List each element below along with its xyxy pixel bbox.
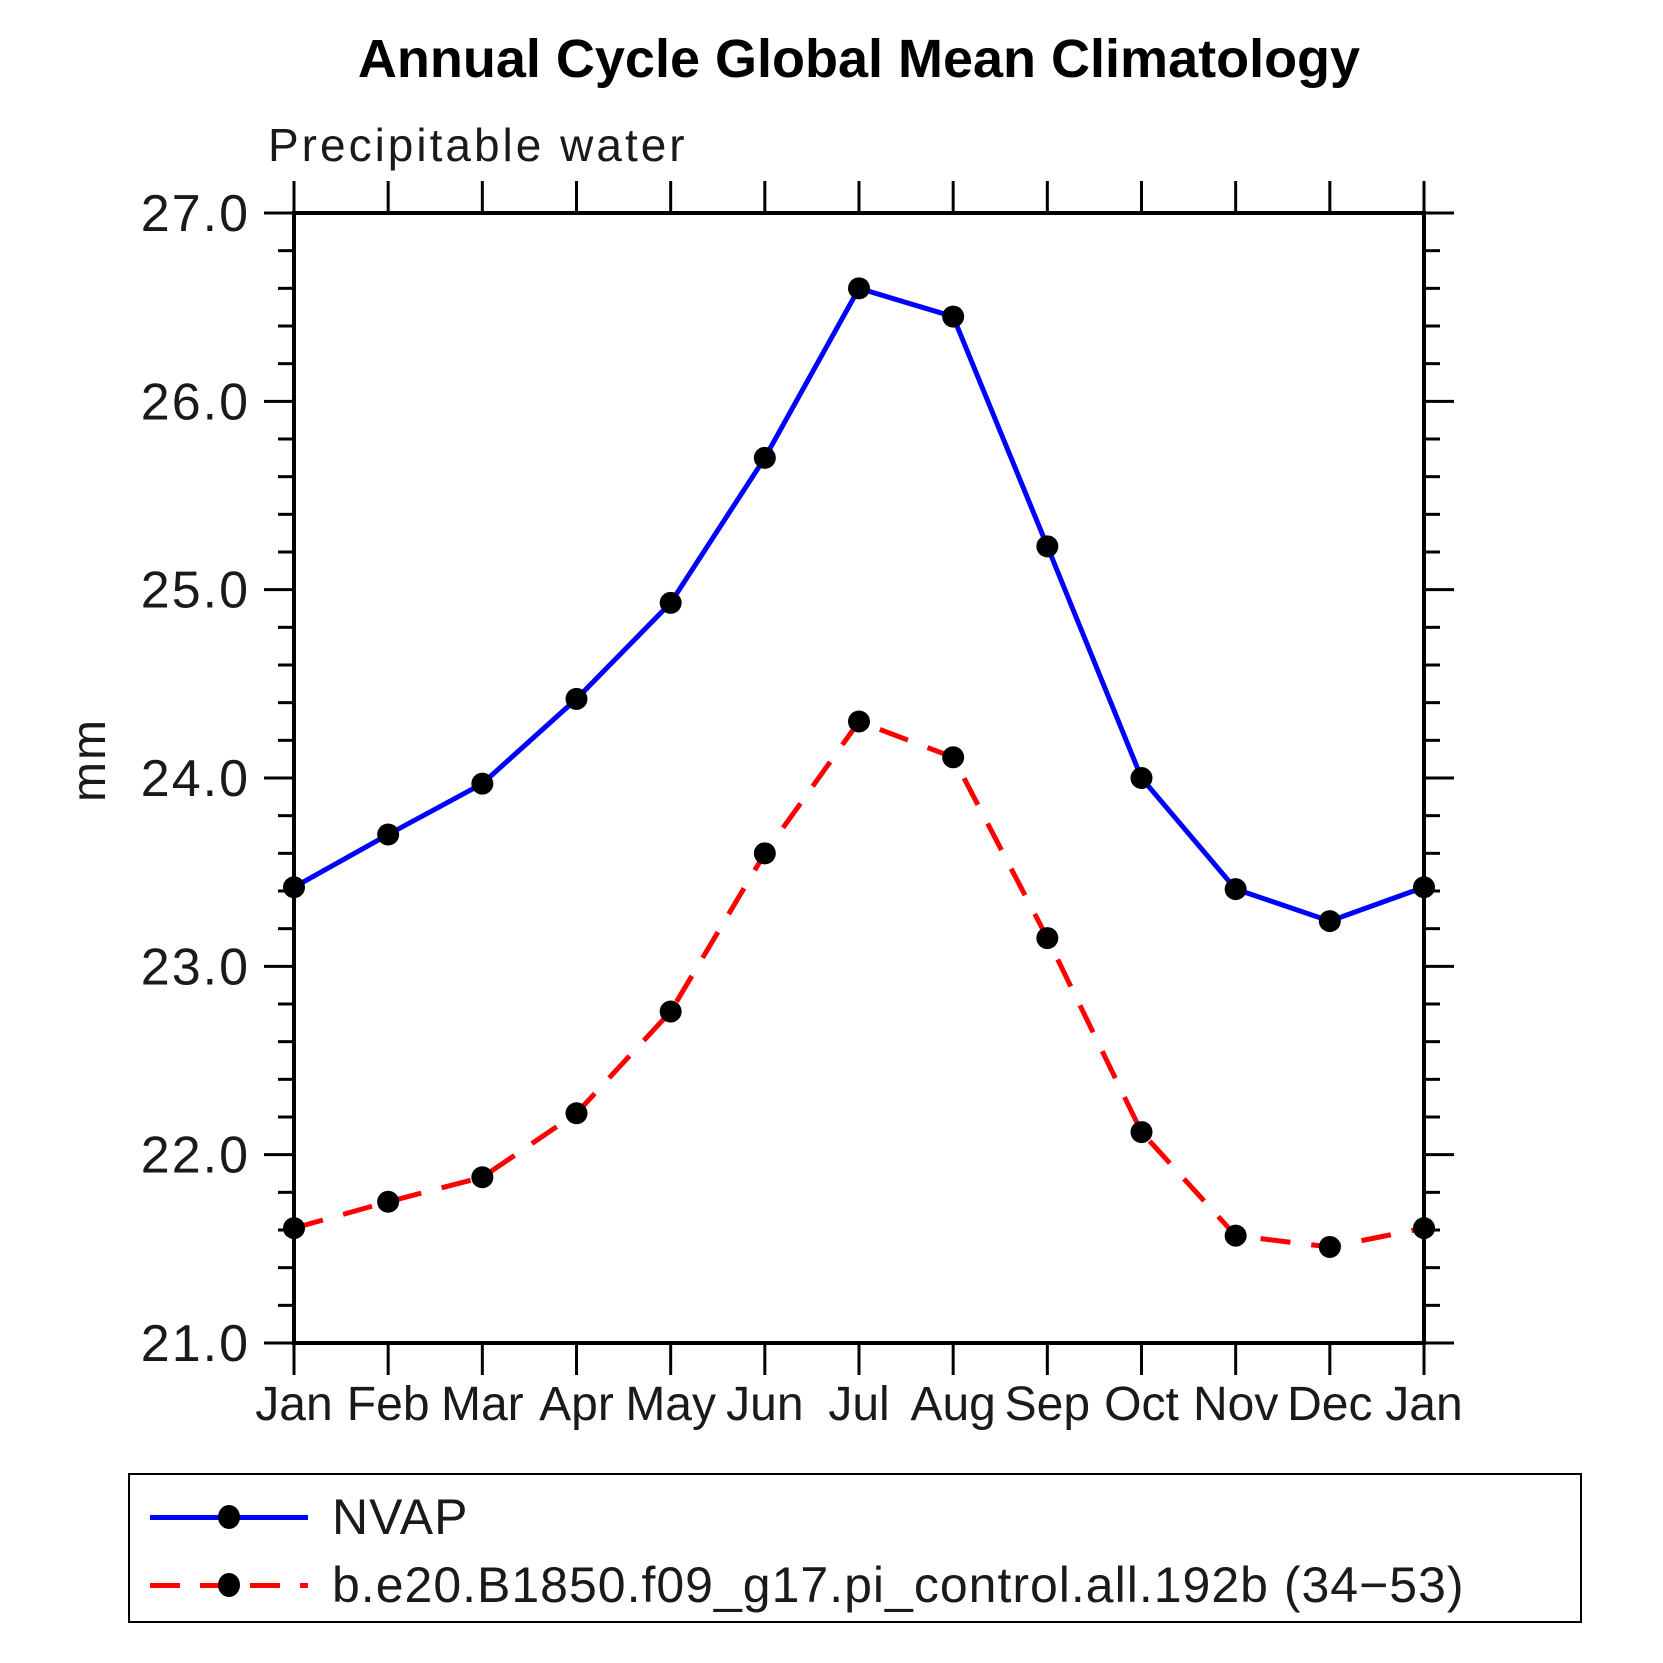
data-point-marker-0 [1224,878,1247,901]
y-tick-label: 27.0 [141,185,250,243]
legend-entry-nvap: NVAP [150,1489,468,1545]
x-tick-label: Jan [1385,1378,1462,1431]
x-tick-label: Nov [1193,1378,1278,1431]
plot-box [292,211,1426,1345]
data-point-marker-0 [377,823,400,846]
x-tick-label: Aug [910,1378,995,1431]
chart-title: Annual Cycle Global Mean Climatology [357,29,1361,89]
y-axis-title: mm [63,718,116,802]
data-point-marker-0 [1036,535,1059,558]
y-tick-label: 26.0 [141,373,250,431]
data-point-marker-1 [1036,927,1059,950]
data-point-marker-0 [565,687,588,710]
data-point-marker-0 [659,591,682,614]
legend-entry-model: b.e20.B1850.f09_g17.pi_control.all.192b … [150,1557,1465,1613]
data-point-marker-1 [942,746,965,769]
data-point-marker-0 [1318,910,1341,933]
data-point-marker-0 [283,876,305,899]
data-point-marker-1 [283,1217,305,1240]
circle-marker-icon [218,1573,240,1597]
data-point-marker-1 [1224,1224,1247,1247]
legend-line-sample-solid [150,1504,308,1530]
data-point-marker-1 [377,1190,400,1213]
x-tick-label: Jun [726,1378,803,1431]
circle-marker-icon [218,1505,240,1529]
y-tick-label: 25.0 [141,562,250,620]
data-point-marker-1 [471,1166,494,1189]
data-point-marker-0 [753,446,776,469]
x-tick-label: May [625,1378,716,1431]
x-tick-label: Sep [1005,1378,1090,1431]
legend-label-nvap: NVAP [332,1489,469,1545]
legend-label-model: b.e20.B1850.f09_g17.pi_control.all.192b … [332,1557,1465,1613]
data-point-marker-1 [848,710,870,733]
data-point-marker-0 [942,305,965,328]
y-tick-label: 22.0 [141,1127,250,1185]
legend: NVAP b.e20.B1850.f09_g17.pi_control.all.… [128,1473,1582,1623]
data-point-marker-1 [659,1000,682,1023]
series-line-0 [292,285,1425,924]
data-point-marker-1 [1413,1217,1435,1240]
y-tick-label: 24.0 [141,750,250,808]
data-point-marker-1 [1318,1235,1341,1258]
x-tick-label: Dec [1287,1378,1372,1431]
legend-line-sample-dashed [150,1572,308,1598]
x-tick-label: Apr [539,1378,614,1431]
x-tick-label: Oct [1104,1378,1179,1431]
data-point-marker-0 [1413,876,1435,899]
data-point-marker-0 [848,277,870,300]
y-tick-label: 23.0 [141,938,250,996]
data-point-marker-0 [471,772,494,795]
data-point-marker-1 [753,842,776,865]
x-tick-label: Jan [255,1378,332,1431]
y-tick-label: 21.0 [141,1315,250,1373]
data-point-marker-1 [1130,1121,1153,1144]
chart-subtitle: Precipitable water [268,119,688,171]
x-tick-label: Jul [828,1378,889,1431]
data-point-marker-0 [1130,767,1153,789]
data-point-marker-1 [565,1102,588,1125]
x-tick-label: Feb [347,1378,430,1431]
series-line-1 [293,718,1425,1250]
x-tick-label: Mar [441,1378,524,1431]
